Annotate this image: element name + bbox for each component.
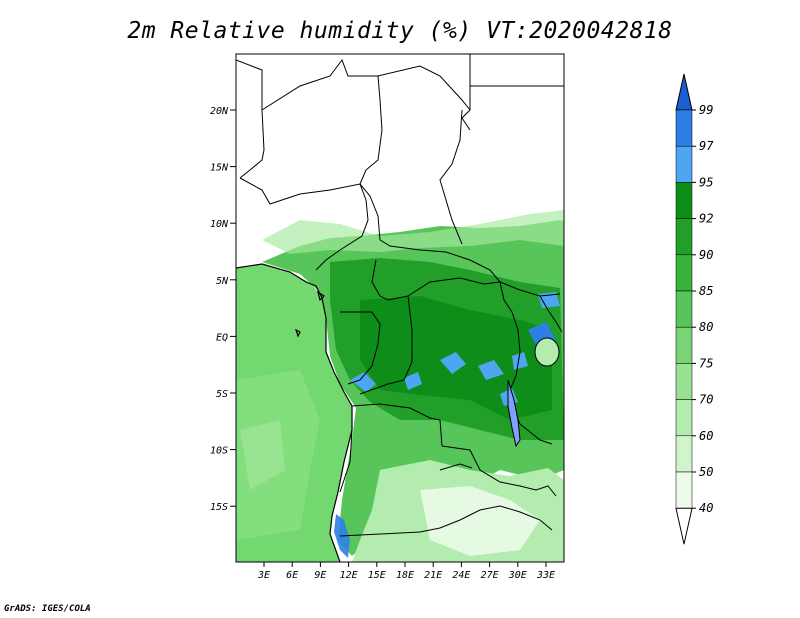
lon-tick-label: 6E [286,570,298,581]
colorbar-segment [675,145,693,183]
colorbar-label: 75 [699,356,713,370]
colorbar-segment [675,290,693,328]
colorbar-label: 92 [699,212,713,226]
saturated-patch [350,372,376,392]
colorbar-label: 90 [699,248,713,262]
ocean-pale-patch [240,420,285,490]
colorbar-label: 85 [699,284,713,298]
colorbar-bottom-arrow [675,507,693,545]
saturated-patch [404,372,422,390]
lat-tick-label: EQ [216,332,228,343]
colorbar-label: 95 [699,175,713,189]
colorbar-top-arrow [675,73,693,111]
lat-tick-label: 5N [216,276,229,287]
lon-tick-label: 3E [257,570,270,581]
colorbar-label: 80 [699,320,713,334]
colorbar-segment [675,109,693,147]
colorbar-segment [675,254,693,292]
lat-tick-label: 15N [210,163,229,174]
lon-tick-label: 33E [536,570,555,581]
sahel-light-band [262,210,564,254]
lon-tick-label: 27E [481,570,499,581]
lon-tick-label: 30E [508,570,527,581]
saturated-patch [440,352,466,374]
coastline [236,263,353,562]
colorbar-label: 99 [699,103,713,117]
lon-tick-label: 15E [368,570,386,581]
colorbar-segment [675,182,693,219]
latitude-axis: 20N 15N 10N 5N EQ 5S 10S 15S [210,106,236,513]
saturated-patch [512,352,528,370]
colorbar-label: 50 [699,465,713,479]
colorbar-segment [675,218,693,256]
colorbar-label: 60 [699,429,713,443]
country-borders [236,54,564,537]
colorbar-label: 40 [699,501,713,515]
lat-tick-label: 20N [210,106,229,117]
lat-tick-label: 10N [210,219,229,230]
colorbar-segment [675,399,693,437]
colorbar-segment [675,471,693,509]
lon-tick-label: 21E [424,570,442,581]
colorbar-label: 70 [699,393,713,407]
map-plot [236,54,564,562]
lon-tick-label: 18E [396,570,414,581]
colorbar-segment [675,326,693,364]
lat-tick-label: 15S [210,502,228,513]
colorbar: 99 97 95 92 90 85 80 75 70 60 50 40 [675,73,714,545]
lake-tanganyika [507,379,521,448]
lake-victoria [534,337,560,367]
saturated-patch [478,360,504,380]
colorbar-label: 97 [699,139,714,153]
longitude-axis: 3E 6E 9E 12E 15E 18E 21E 24E 27E 30E 33E [257,562,555,581]
lat-tick-label: 5S [216,389,228,400]
colorbar-segment [675,363,693,400]
lon-tick-label: 12E [340,570,358,581]
colorbar-segment [675,435,693,473]
southern-driest-land [420,486,540,556]
lon-tick-label: 24E [452,570,470,581]
map-frame [235,53,565,563]
map-title: 2m Relative humidity (%) VT:2020042818 [127,18,673,44]
software-credit: GrADS: IGES/COLA [4,604,91,614]
lon-tick-label: 9E [314,570,326,581]
lat-tick-label: 10S [210,446,228,457]
